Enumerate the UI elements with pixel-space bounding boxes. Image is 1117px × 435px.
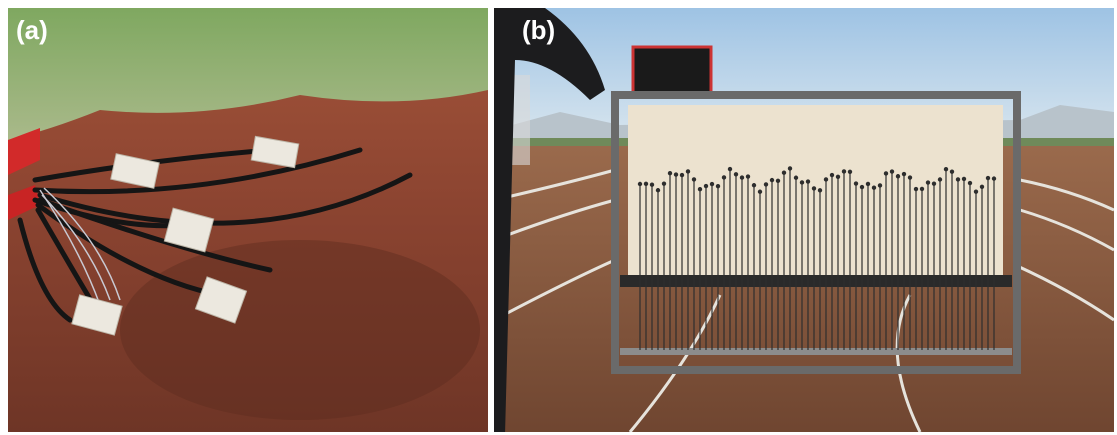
pin-head (937, 177, 943, 182)
pin-head (787, 166, 793, 171)
pin-head (883, 171, 889, 176)
crossbar (620, 275, 1012, 287)
grass (8, 8, 488, 140)
photo-a (8, 8, 488, 432)
drip-line (1019, 178, 1114, 212)
cable (17, 217, 73, 323)
pin-head (943, 166, 949, 172)
pin-head (931, 181, 937, 186)
pin-head (877, 183, 883, 188)
pin-head (691, 177, 697, 182)
red-tube (8, 128, 40, 175)
pin-head (661, 181, 667, 186)
drip-line (628, 294, 722, 432)
pin-head (907, 175, 913, 180)
pin-head (715, 183, 721, 189)
pin-head (643, 181, 649, 187)
pin-head (961, 176, 967, 182)
pit-shadow (120, 240, 480, 420)
pin-head (685, 169, 691, 174)
pin-head (799, 180, 805, 185)
pins (637, 166, 997, 350)
cable (32, 147, 363, 195)
sensor (194, 276, 248, 324)
pin-head (745, 174, 751, 179)
pin-head (919, 186, 925, 192)
pin-head (751, 183, 757, 188)
frame (611, 91, 1021, 374)
panel-label: (b) (522, 15, 555, 45)
pin-head (781, 170, 787, 175)
pin-head (871, 185, 877, 190)
red-tube (8, 185, 40, 220)
pin-head (847, 169, 853, 175)
pin-head (853, 181, 859, 186)
pin-head (955, 177, 961, 182)
pin-head (673, 172, 679, 177)
pin-head (985, 175, 991, 181)
pin-head (979, 184, 985, 190)
pin-head (757, 189, 763, 194)
pin-head (679, 172, 685, 178)
board (628, 105, 1003, 277)
drip-line (1019, 208, 1114, 252)
pin-head (733, 172, 739, 177)
pin-head (703, 183, 709, 189)
wire (43, 187, 121, 301)
wire (41, 194, 111, 301)
pin-head (913, 186, 919, 192)
panel-label: (a) (16, 15, 48, 45)
pin-head (721, 175, 727, 180)
sensor (110, 153, 160, 189)
cable (37, 172, 413, 226)
pin-head (775, 178, 781, 183)
pin-head (991, 176, 997, 181)
sensor (250, 135, 300, 169)
sensor (163, 207, 215, 253)
sensors (71, 135, 300, 336)
pin-head (709, 181, 715, 187)
pin-head (697, 187, 703, 192)
pin-head (667, 171, 673, 176)
pin-head (727, 166, 733, 172)
person (494, 8, 605, 432)
pin-head (739, 175, 745, 180)
bottom-bar (620, 348, 1012, 355)
photo-b (494, 8, 1114, 432)
pin-head (925, 180, 931, 185)
pin-head (895, 174, 901, 179)
pin-head (859, 184, 865, 190)
pin-head (967, 180, 973, 186)
sign-board (631, 45, 713, 97)
pin-head (823, 177, 829, 182)
pin-head (973, 189, 979, 194)
pin-head (829, 172, 835, 178)
pin-head (901, 171, 907, 177)
pin-head (865, 181, 871, 187)
pin-head (841, 169, 847, 174)
sensor (71, 294, 123, 336)
pin-head (649, 182, 655, 187)
pin-head (811, 186, 817, 191)
pin-head (793, 175, 799, 180)
thin-wires (39, 187, 121, 306)
pin-head (637, 181, 643, 187)
pin-head (835, 174, 841, 180)
pin-head (769, 177, 775, 183)
cable (37, 197, 273, 273)
cable (35, 202, 223, 298)
pin-head (889, 169, 895, 174)
pin-head (655, 188, 661, 193)
drip-line (1014, 263, 1114, 322)
drip-line (494, 258, 616, 322)
pin-head (817, 188, 823, 193)
wire (39, 189, 101, 306)
pin-head (805, 179, 811, 184)
pin-head (763, 182, 769, 187)
pin-head (949, 169, 955, 174)
